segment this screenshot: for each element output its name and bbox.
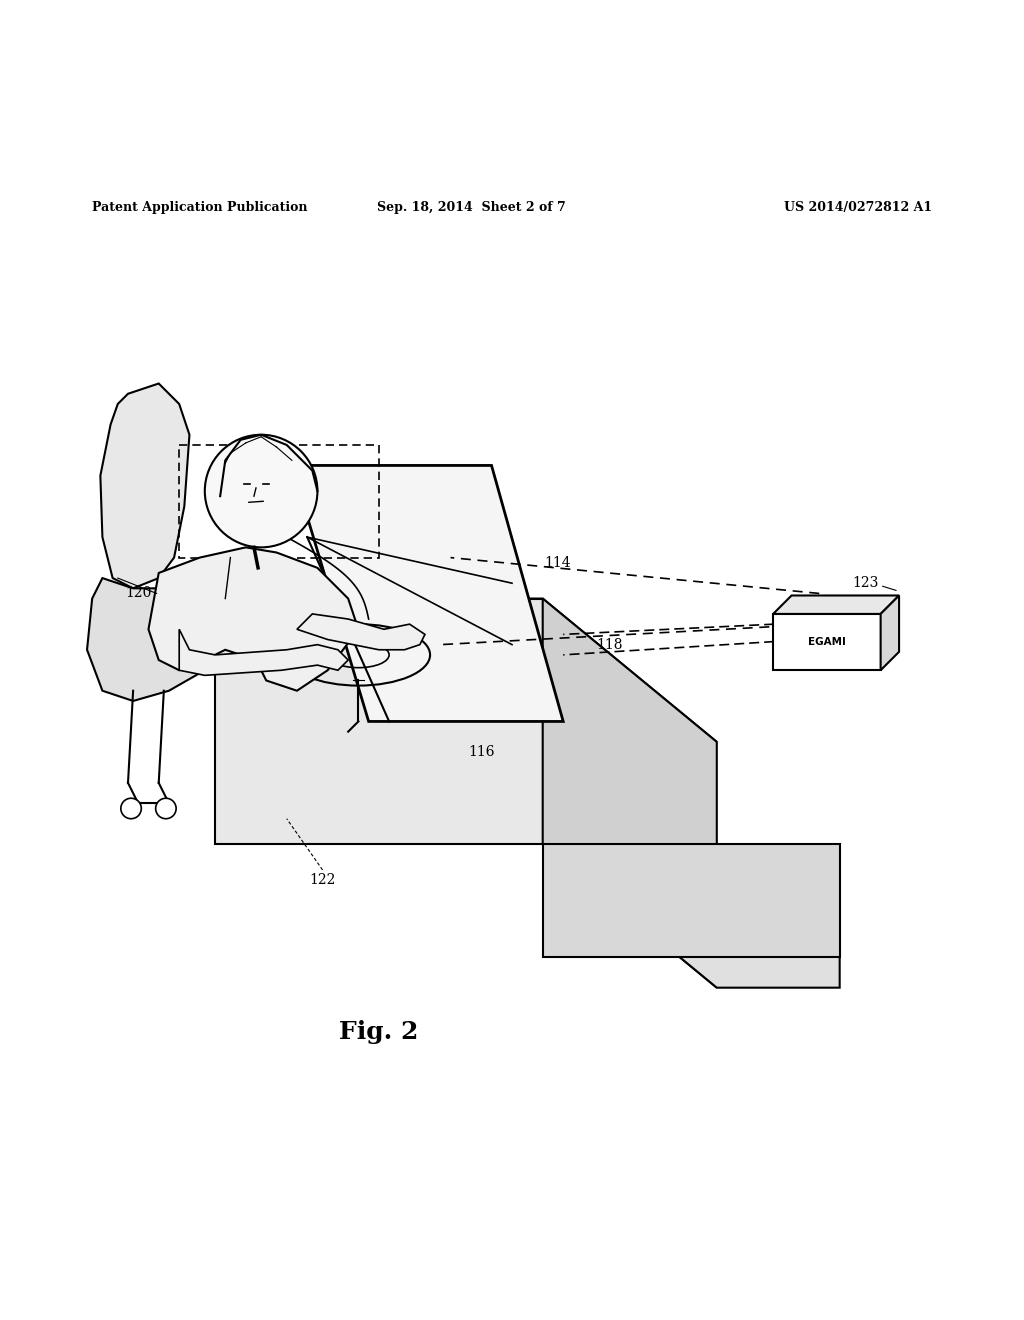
Polygon shape [215, 598, 543, 845]
Text: 120: 120 [125, 586, 152, 601]
Polygon shape [148, 548, 358, 690]
Polygon shape [215, 598, 717, 742]
Polygon shape [543, 598, 717, 987]
Text: 114: 114 [545, 556, 571, 570]
Polygon shape [773, 614, 881, 671]
Polygon shape [543, 845, 840, 987]
Text: 123: 123 [852, 577, 879, 590]
Polygon shape [773, 595, 899, 614]
Text: Fig. 2: Fig. 2 [339, 1020, 419, 1044]
Text: 122: 122 [309, 873, 336, 887]
Circle shape [121, 799, 141, 818]
Text: EGAMI: EGAMI [808, 638, 846, 647]
Text: US 2014/0272812 A1: US 2014/0272812 A1 [783, 201, 932, 214]
Polygon shape [543, 845, 840, 957]
Polygon shape [100, 384, 189, 589]
Circle shape [156, 799, 176, 818]
Text: 118: 118 [596, 638, 623, 652]
Polygon shape [297, 614, 425, 649]
Polygon shape [87, 578, 220, 701]
Polygon shape [179, 630, 348, 676]
Text: Sep. 18, 2014  Sheet 2 of 7: Sep. 18, 2014 Sheet 2 of 7 [377, 201, 565, 214]
Circle shape [205, 434, 317, 548]
Polygon shape [292, 466, 563, 722]
Text: 116: 116 [468, 746, 495, 759]
Polygon shape [881, 595, 899, 671]
Text: Patent Application Publication: Patent Application Publication [92, 201, 307, 214]
